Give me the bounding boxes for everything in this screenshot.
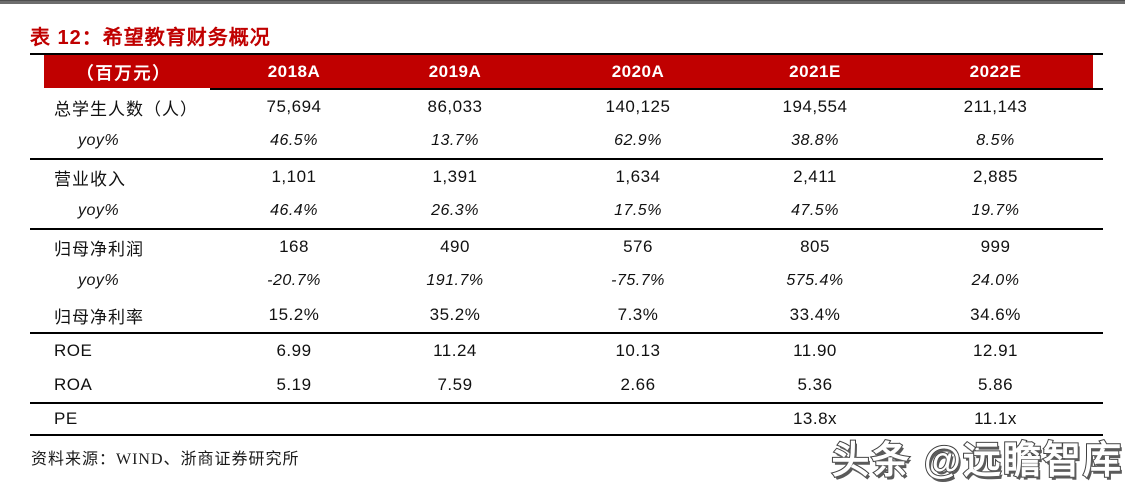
cell-value: 11.90 <box>793 341 837 360</box>
table-row: yoy% 46.5% 13.7% 62.9% 38.8% 8.5% <box>30 124 1103 158</box>
cell-value: 211,143 <box>963 97 1028 116</box>
table-bottom-rule <box>30 434 1103 436</box>
row-label: ROA <box>54 375 93 394</box>
row-label: yoy% <box>78 272 120 289</box>
cell-value: 5.19 <box>276 375 312 394</box>
watermark: 头条 @远瞻智库 <box>830 439 1123 483</box>
cell-value: 7.59 <box>437 375 473 394</box>
section-rule <box>30 332 1103 334</box>
cell-value: 1,101 <box>271 167 317 186</box>
header-bottom-rule <box>210 88 1103 90</box>
table-row: 营业收入 1,101 1,391 1,634 2,411 2,885 <box>30 160 1103 194</box>
cell-value: 34.6% <box>970 305 1021 324</box>
cell-value: 75,694 <box>266 97 322 116</box>
cell-value: 5.86 <box>977 375 1014 394</box>
table-title: 表 12：希望教育财务概况 <box>30 27 271 49</box>
section-rule <box>30 402 1103 404</box>
cell-value: 13.8x <box>792 409 838 428</box>
cell-value: 24.0% <box>971 272 1020 289</box>
cell-value: 2.66 <box>620 375 656 394</box>
table-top-rule <box>30 53 1103 55</box>
cell-value: 17.5% <box>614 202 662 219</box>
table-row: ROE 6.99 11.24 10.13 11.90 12.91 <box>30 334 1103 368</box>
row-label: yoy% <box>78 202 120 219</box>
cell-value: -75.7% <box>611 272 665 289</box>
section-rule <box>30 158 1103 160</box>
cell-value: 6.99 <box>276 341 312 360</box>
row-label: 总学生人数（人） <box>54 99 198 119</box>
cell-value: 490 <box>440 237 470 256</box>
row-label: ROE <box>54 341 93 360</box>
cell-value: 194,554 <box>782 97 848 116</box>
cell-value: -20.7% <box>267 272 321 289</box>
row-label: yoy% <box>78 132 120 149</box>
cell-value: 7.3% <box>617 305 659 324</box>
source-note: 资料来源：WIND、浙商证券研究所 <box>31 451 300 468</box>
cell-value: 10.13 <box>615 341 661 360</box>
table-row: yoy% -20.7% 191.7% -75.7% 575.4% 24.0% <box>30 264 1103 298</box>
cell-value: 11.1x <box>974 409 1017 428</box>
cell-value: 35.2% <box>429 305 481 324</box>
cell-value: 86,033 <box>427 97 483 116</box>
cell-value: 62.9% <box>614 132 662 149</box>
header-red-bar <box>44 55 1093 88</box>
column-header-2021e: 2021E <box>789 61 841 81</box>
cell-value: 46.5% <box>270 132 318 149</box>
cell-value: 575.4% <box>786 272 844 289</box>
table-row: 总学生人数（人） 75,694 86,033 140,125 194,554 211,14… <box>30 90 1103 124</box>
cell-value: 168 <box>279 237 309 256</box>
table-header-row: （百万元） 2018A 2019A 2020A 2021E 2022E <box>30 55 1103 88</box>
column-header-2022e: 2022E <box>969 61 1022 81</box>
cell-value: 191.7% <box>426 272 484 289</box>
cell-value: 576 <box>623 237 653 256</box>
section-rule <box>30 228 1103 230</box>
cell-value: 999 <box>980 237 1011 256</box>
table-row: 归母净利率 15.2% 35.2% 7.3% 33.4% 34.6% <box>30 298 1103 332</box>
column-header-unit: （百万元） <box>76 64 172 83</box>
row-label: 归母净利率 <box>54 307 144 327</box>
cell-value: 19.7% <box>971 202 1020 219</box>
cell-value: 805 <box>800 237 830 256</box>
table-row: ROA 5.19 7.59 2.66 5.36 5.86 <box>30 368 1103 402</box>
column-header-2019a: 2019A <box>428 61 482 81</box>
cell-value: 1,391 <box>432 167 478 186</box>
cell-value: 5.36 <box>797 375 833 394</box>
table-row: yoy% 46.4% 26.3% 17.5% 47.5% 19.7% <box>30 194 1103 228</box>
cell-value: 46.4% <box>270 202 318 219</box>
column-header-2018a: 2018A <box>267 61 321 81</box>
column-header-2020a: 2020A <box>611 61 665 81</box>
top-divider-bar <box>0 0 1125 4</box>
cell-value: 12.91 <box>972 341 1019 360</box>
cell-value: 1,634 <box>615 167 661 186</box>
row-label: 营业收入 <box>54 169 126 189</box>
cell-value: 2,411 <box>793 167 837 186</box>
cell-value: 140,125 <box>605 97 671 116</box>
financial-table: （百万元） 2018A 2019A 2020A 2021E 2022E 总学生人数（人）… <box>30 53 1103 436</box>
row-label: 归母净利润 <box>54 239 144 259</box>
cell-value: 11.24 <box>433 341 477 360</box>
table-body: 总学生人数（人） 75,694 86,033 140,125 194,554 211,14… <box>30 90 1103 434</box>
cell-value: 15.2% <box>268 305 320 324</box>
table-row: 归母净利润 168 490 576 805 999 <box>30 230 1103 264</box>
cell-value: 8.5% <box>976 132 1015 149</box>
cell-value: 13.7% <box>431 132 479 149</box>
cell-value: 26.3% <box>431 202 479 219</box>
row-label: PE <box>54 409 78 428</box>
table-row: PE 13.8x 11.1x <box>30 404 1103 434</box>
cell-value: 38.8% <box>791 132 839 149</box>
cell-value: 47.5% <box>791 202 839 219</box>
cell-value: 2,885 <box>972 167 1019 186</box>
cell-value: 33.4% <box>789 305 841 324</box>
